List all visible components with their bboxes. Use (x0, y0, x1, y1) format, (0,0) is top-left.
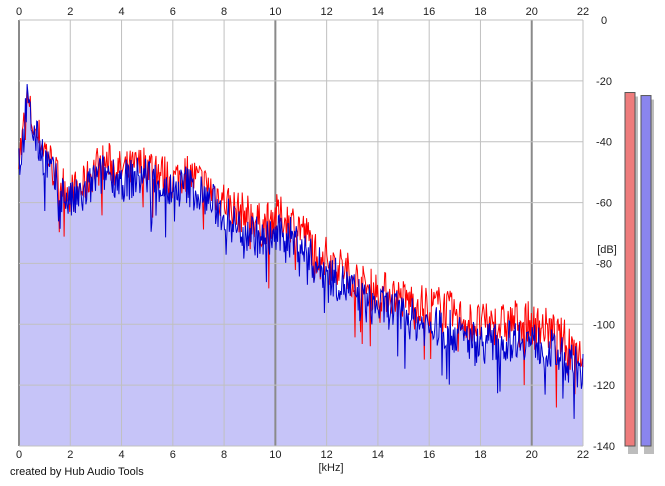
x-tick-bottom-9: 18 (474, 449, 486, 461)
x-tick-bottom-2: 4 (118, 449, 124, 461)
y-tick-4: -80 (596, 258, 612, 270)
series-line-blue (18, 84, 584, 419)
x-tick-top-4: 8 (221, 6, 227, 18)
y-tick-2: -40 (596, 137, 612, 149)
meter-bar-left (624, 92, 636, 447)
spectrum-fill (19, 87, 583, 446)
credit-text: created by Hub Audio Tools (10, 466, 144, 478)
x-ticks-bottom: 0 2 4 6 8 10 12 14 16 18 20 22 (16, 449, 589, 461)
x-tick-bottom-3: 6 (170, 449, 176, 461)
x-tick-bottom-8: 16 (423, 449, 435, 461)
x-tick-bottom-6: 12 (321, 449, 333, 461)
meter-bar-right (640, 95, 652, 447)
y-ticks: 0 -20 -40 -60 -80 -100 -120 -140 (593, 15, 615, 453)
y-tick-6: -120 (593, 380, 615, 392)
x-tick-top-7: 14 (372, 6, 384, 18)
y-axis-label: [dB] (597, 244, 617, 256)
x-tick-bottom-11: 22 (577, 449, 589, 461)
x-axis-label: [kHz] (318, 462, 343, 474)
level-meters (624, 92, 654, 455)
x-tick-bottom-5: 10 (269, 449, 281, 461)
x-tick-top-1: 2 (67, 6, 73, 18)
x-tick-bottom-1: 2 (67, 449, 73, 461)
x-tick-top-6: 12 (321, 6, 333, 18)
y-tick-0: 0 (601, 15, 607, 27)
spectrum-area (19, 87, 583, 446)
x-tick-top-11: 22 (577, 6, 589, 18)
grid-lines (18, 19, 584, 447)
series-layer (18, 84, 584, 419)
x-tick-top-9: 18 (474, 6, 486, 18)
x-tick-top-8: 16 (423, 6, 435, 18)
x-tick-top-10: 20 (526, 6, 538, 18)
y-tick-1: -20 (596, 76, 612, 88)
x-tick-bottom-4: 8 (221, 449, 227, 461)
x-tick-top-5: 10 (269, 6, 281, 18)
y-tick-7: -140 (593, 441, 615, 453)
x-ticks-top: 0 2 4 6 8 10 12 14 16 18 20 22 (16, 6, 589, 18)
x-tick-top-0: 0 (16, 6, 22, 18)
y-tick-3: -60 (596, 198, 612, 210)
y-tick-5: -100 (593, 319, 615, 331)
x-tick-bottom-0: 0 (16, 449, 22, 461)
x-tick-bottom-10: 20 (526, 449, 538, 461)
x-tick-top-3: 6 (170, 6, 176, 18)
x-tick-bottom-7: 14 (372, 449, 384, 461)
x-tick-top-2: 4 (118, 6, 124, 18)
